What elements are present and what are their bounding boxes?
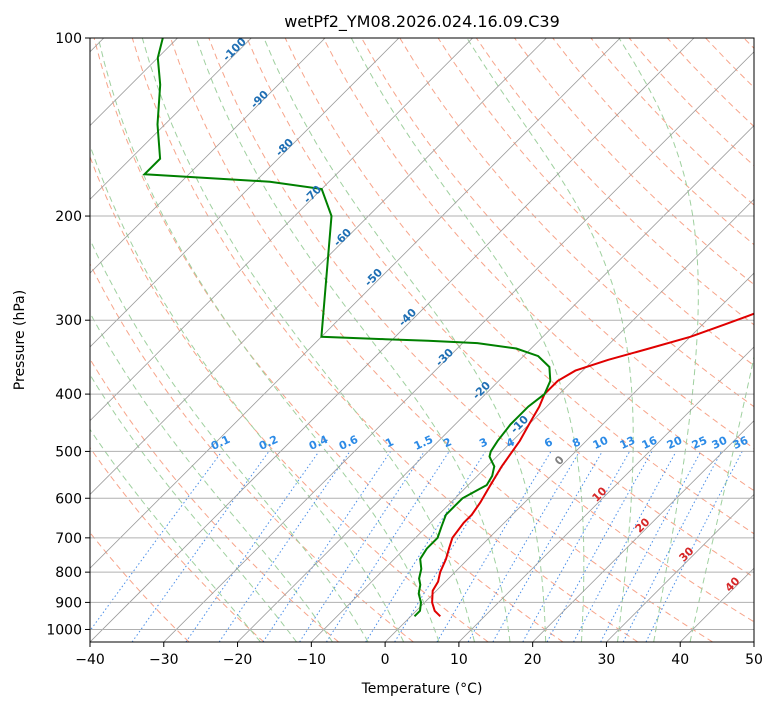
dry-adiabat-line	[90, 358, 339, 642]
dry-adiabat-line	[475, 38, 754, 326]
dry-adiabat-line	[284, 38, 754, 535]
isotherm-line	[90, 38, 547, 496]
y-tick-label: 400	[55, 387, 82, 403]
series-layer	[142, 38, 754, 618]
x-tick-label: 40	[671, 652, 689, 668]
y-tick-label: 900	[55, 595, 82, 611]
mixing-ratio-label: 25	[690, 434, 709, 452]
dewpoint-curve	[142, 38, 552, 618]
isotherm-line	[90, 38, 621, 569]
isotherm-line	[606, 493, 754, 642]
plot-frame	[89, 37, 755, 643]
isotherm-line	[90, 38, 252, 200]
x-tick-label: 0	[381, 652, 390, 668]
isotherm-line	[237, 124, 754, 642]
mixing-ratio-line	[299, 451, 425, 642]
chart-title: wetPf2_YM08.2026.024.16.09.C39	[284, 12, 560, 32]
isotherm-line	[753, 641, 754, 642]
y-tick-label: 600	[55, 491, 82, 507]
mixing-ratio-line	[645, 451, 743, 642]
mixing-ratio-line	[622, 451, 722, 642]
y-tick-label: 300	[55, 313, 82, 329]
x-tick-label: 20	[524, 652, 542, 668]
moist-adiabat-line	[263, 38, 547, 642]
dry-adiabat-line	[322, 38, 754, 492]
mixing-ratio-line	[262, 451, 392, 642]
mixing-ratio-line	[325, 451, 450, 642]
y-axis-label: Pressure (hPa)	[12, 290, 28, 390]
axis-layer: −40 −30 −20 −10 0 10 20 30 40 50 1000 900 800 700 600 5…	[46, 31, 763, 668]
temperature-curve	[431, 312, 754, 618]
isotherm-line	[384, 272, 754, 642]
dry-adiabat-line	[90, 262, 414, 642]
x-tick-label: 10	[450, 652, 468, 668]
mixing-ratio-label: 16	[640, 434, 660, 452]
mixing-ratio-line	[546, 451, 653, 642]
mixing-ratio-label: 36	[731, 434, 751, 452]
dry-adiabat-line	[246, 38, 754, 578]
x-axis-label: Temperature (°C)	[361, 681, 483, 697]
y-tick-label: 100	[55, 31, 82, 47]
isotherm-line	[90, 38, 400, 348]
isotherm-line	[90, 38, 473, 422]
y-tick-label: 1000	[46, 622, 82, 638]
moist-adiabat-line	[97, 38, 440, 642]
mixing-ratio-line	[185, 451, 320, 642]
mixing-ratio-line	[90, 451, 223, 632]
moist-adiabat-line	[90, 311, 333, 642]
dry-adiabat-line	[514, 38, 754, 286]
moist-adiabat-line	[90, 144, 405, 642]
moist-adiabat-line	[195, 38, 511, 642]
dry-adiabat-line	[437, 38, 754, 367]
y-tick-label: 500	[55, 444, 82, 460]
mixing-ratio-label: 13	[618, 434, 637, 452]
isotherm-line	[458, 346, 754, 642]
dry-adiabat-line	[93, 38, 564, 642]
x-tick-label: −30	[149, 652, 179, 668]
mixing-ratio-label: 20	[665, 434, 685, 452]
x-tick-label: 30	[598, 652, 616, 668]
isotherm-line	[532, 420, 754, 642]
moist-adiabat-line	[350, 38, 585, 642]
dry-adiabat-line	[90, 446, 265, 642]
mixing-ratio-line	[218, 451, 351, 642]
moist-adiabat-line	[90, 238, 369, 642]
x-tick-label: −20	[223, 652, 253, 668]
moist-adiabat-line	[90, 373, 297, 642]
mixing-ratio-label: 10	[591, 434, 611, 452]
x-tick-label: −40	[75, 652, 105, 668]
dry-adiabat-line	[208, 38, 754, 623]
y-tick-label: 200	[55, 209, 82, 225]
isotherm-line	[163, 51, 754, 642]
isotherm-line	[90, 38, 326, 274]
moist-adiabat-line	[141, 38, 475, 642]
moist-adiabat-line	[618, 38, 699, 642]
moist-adiabat-line	[90, 428, 261, 642]
y-tick-label: 700	[55, 531, 82, 547]
mixing-ratio-line	[522, 451, 631, 642]
dry-adiabat-line	[131, 38, 639, 642]
dry-adiabat-line	[170, 38, 713, 642]
mixing-ratio-line	[573, 451, 677, 642]
mixing-ratio-label: 30	[710, 434, 730, 452]
x-tick-label: 50	[745, 652, 763, 668]
moist-adiabat-line	[689, 354, 754, 642]
grid-layer	[90, 38, 754, 642]
y-tick-label: 800	[55, 565, 82, 581]
x-tick-label: −10	[297, 652, 327, 668]
isotherm-line	[311, 198, 754, 642]
